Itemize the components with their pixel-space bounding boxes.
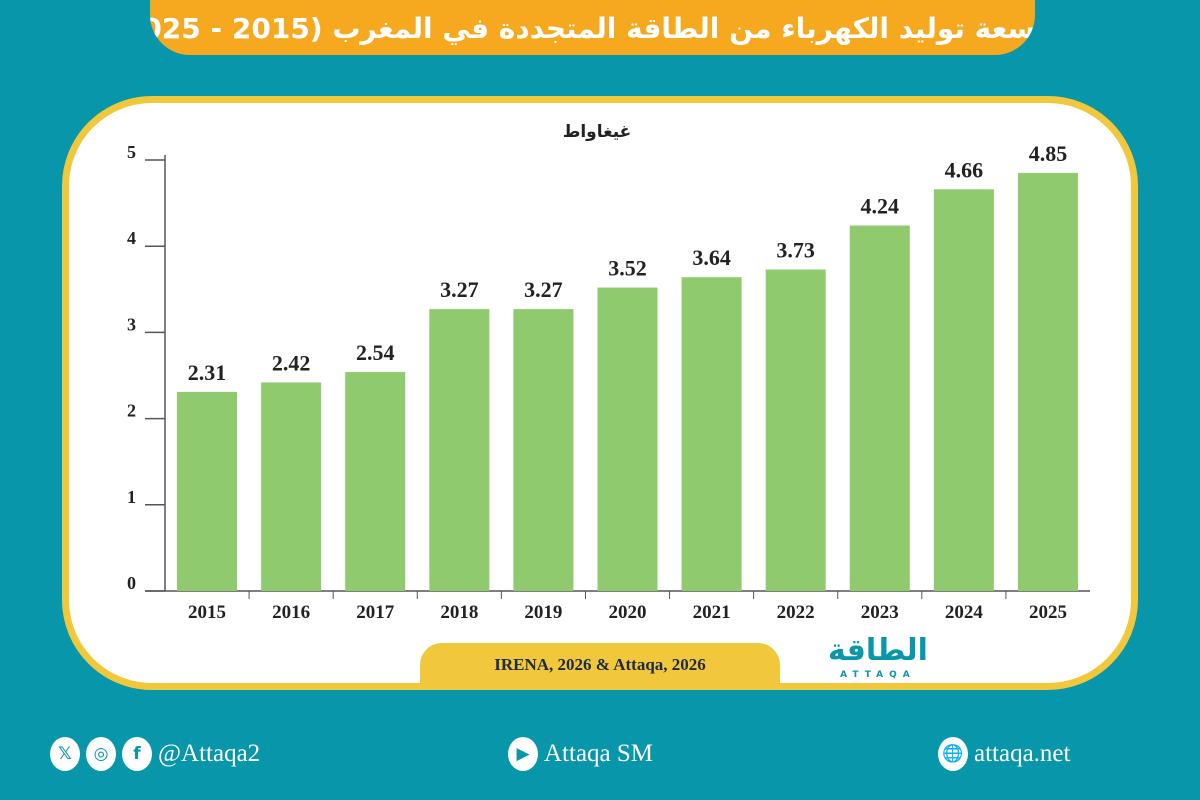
y-tick-label: 2 xyxy=(127,401,136,421)
youtube-channel[interactable]: Attaqa SM xyxy=(544,740,654,767)
data-label: 4.66 xyxy=(945,157,984,182)
website-link[interactable]: attaqa.net xyxy=(974,740,1071,767)
data-label: 4.24 xyxy=(861,194,900,219)
y-tick-label: 4 xyxy=(127,228,136,248)
logo-subtext: ATTAQA xyxy=(840,670,916,680)
attaqa-logo: الطاقة ATTAQA xyxy=(828,632,928,681)
bar-2020 xyxy=(597,287,658,591)
bar-2018 xyxy=(429,309,490,591)
bar-2016 xyxy=(261,382,322,591)
logo-text: الطاقة xyxy=(828,633,928,668)
y-axis-unit: غيغاواط xyxy=(563,122,632,142)
instagram-icon[interactable]: ◎ xyxy=(86,737,116,771)
x-tick-label: 2016 xyxy=(272,602,310,623)
data-label: 3.52 xyxy=(608,256,647,281)
bar-2024 xyxy=(933,189,994,592)
y-tick-label: 1 xyxy=(127,487,136,507)
data-label: 2.42 xyxy=(272,350,311,375)
bar-2021 xyxy=(681,277,742,591)
source-note: IRENA, 2026 & Attaqa, 2026 xyxy=(420,643,780,685)
bar-2025 xyxy=(1017,172,1078,591)
youtube-icon[interactable]: ▶ xyxy=(508,737,538,771)
footer-website: 🌐 attaqa.net xyxy=(938,737,1070,771)
globe-icon[interactable]: 🌐 xyxy=(938,737,968,771)
data-label: 3.73 xyxy=(776,237,815,262)
social-handle[interactable]: @Attaqa2 xyxy=(158,740,261,767)
y-tick-label: 0 xyxy=(127,573,136,593)
x-icon[interactable]: 𝕏 xyxy=(50,737,80,771)
bar-2023 xyxy=(849,225,910,591)
x-tick-label: 2024 xyxy=(945,602,984,623)
data-label: 4.85 xyxy=(1029,141,1068,166)
bar-2022 xyxy=(765,269,826,591)
x-tick-label: 2023 xyxy=(861,602,899,623)
bar-2017 xyxy=(345,372,406,591)
x-tick-label: 2015 xyxy=(188,602,226,623)
x-tick-label: 2021 xyxy=(693,602,731,623)
y-tick-label: 3 xyxy=(127,314,136,334)
x-tick-label: 2020 xyxy=(609,602,647,623)
data-label: 3.64 xyxy=(692,245,731,270)
x-tick-label: 2019 xyxy=(524,602,562,623)
facebook-icon[interactable]: f xyxy=(122,737,152,771)
bar-2015 xyxy=(177,391,238,591)
data-label: 2.54 xyxy=(356,340,395,365)
footer-youtube: ▶ Attaqa SM xyxy=(508,737,653,771)
x-tick-label: 2017 xyxy=(356,602,395,623)
x-tick-label: 2025 xyxy=(1029,602,1067,623)
bar-2019 xyxy=(513,309,574,591)
x-tick-label: 2018 xyxy=(440,602,478,623)
data-label: 3.27 xyxy=(524,277,563,302)
data-label: 2.31 xyxy=(188,360,227,385)
x-tick-label: 2022 xyxy=(777,602,815,623)
data-label: 3.27 xyxy=(440,277,479,302)
y-tick-label: 5 xyxy=(127,142,136,162)
footer-social: 𝕏 ◎ f @Attaqa2 xyxy=(50,737,260,771)
chart-title: سعة توليد الكهرباء من الطاقة المتجددة في… xyxy=(150,0,1035,55)
